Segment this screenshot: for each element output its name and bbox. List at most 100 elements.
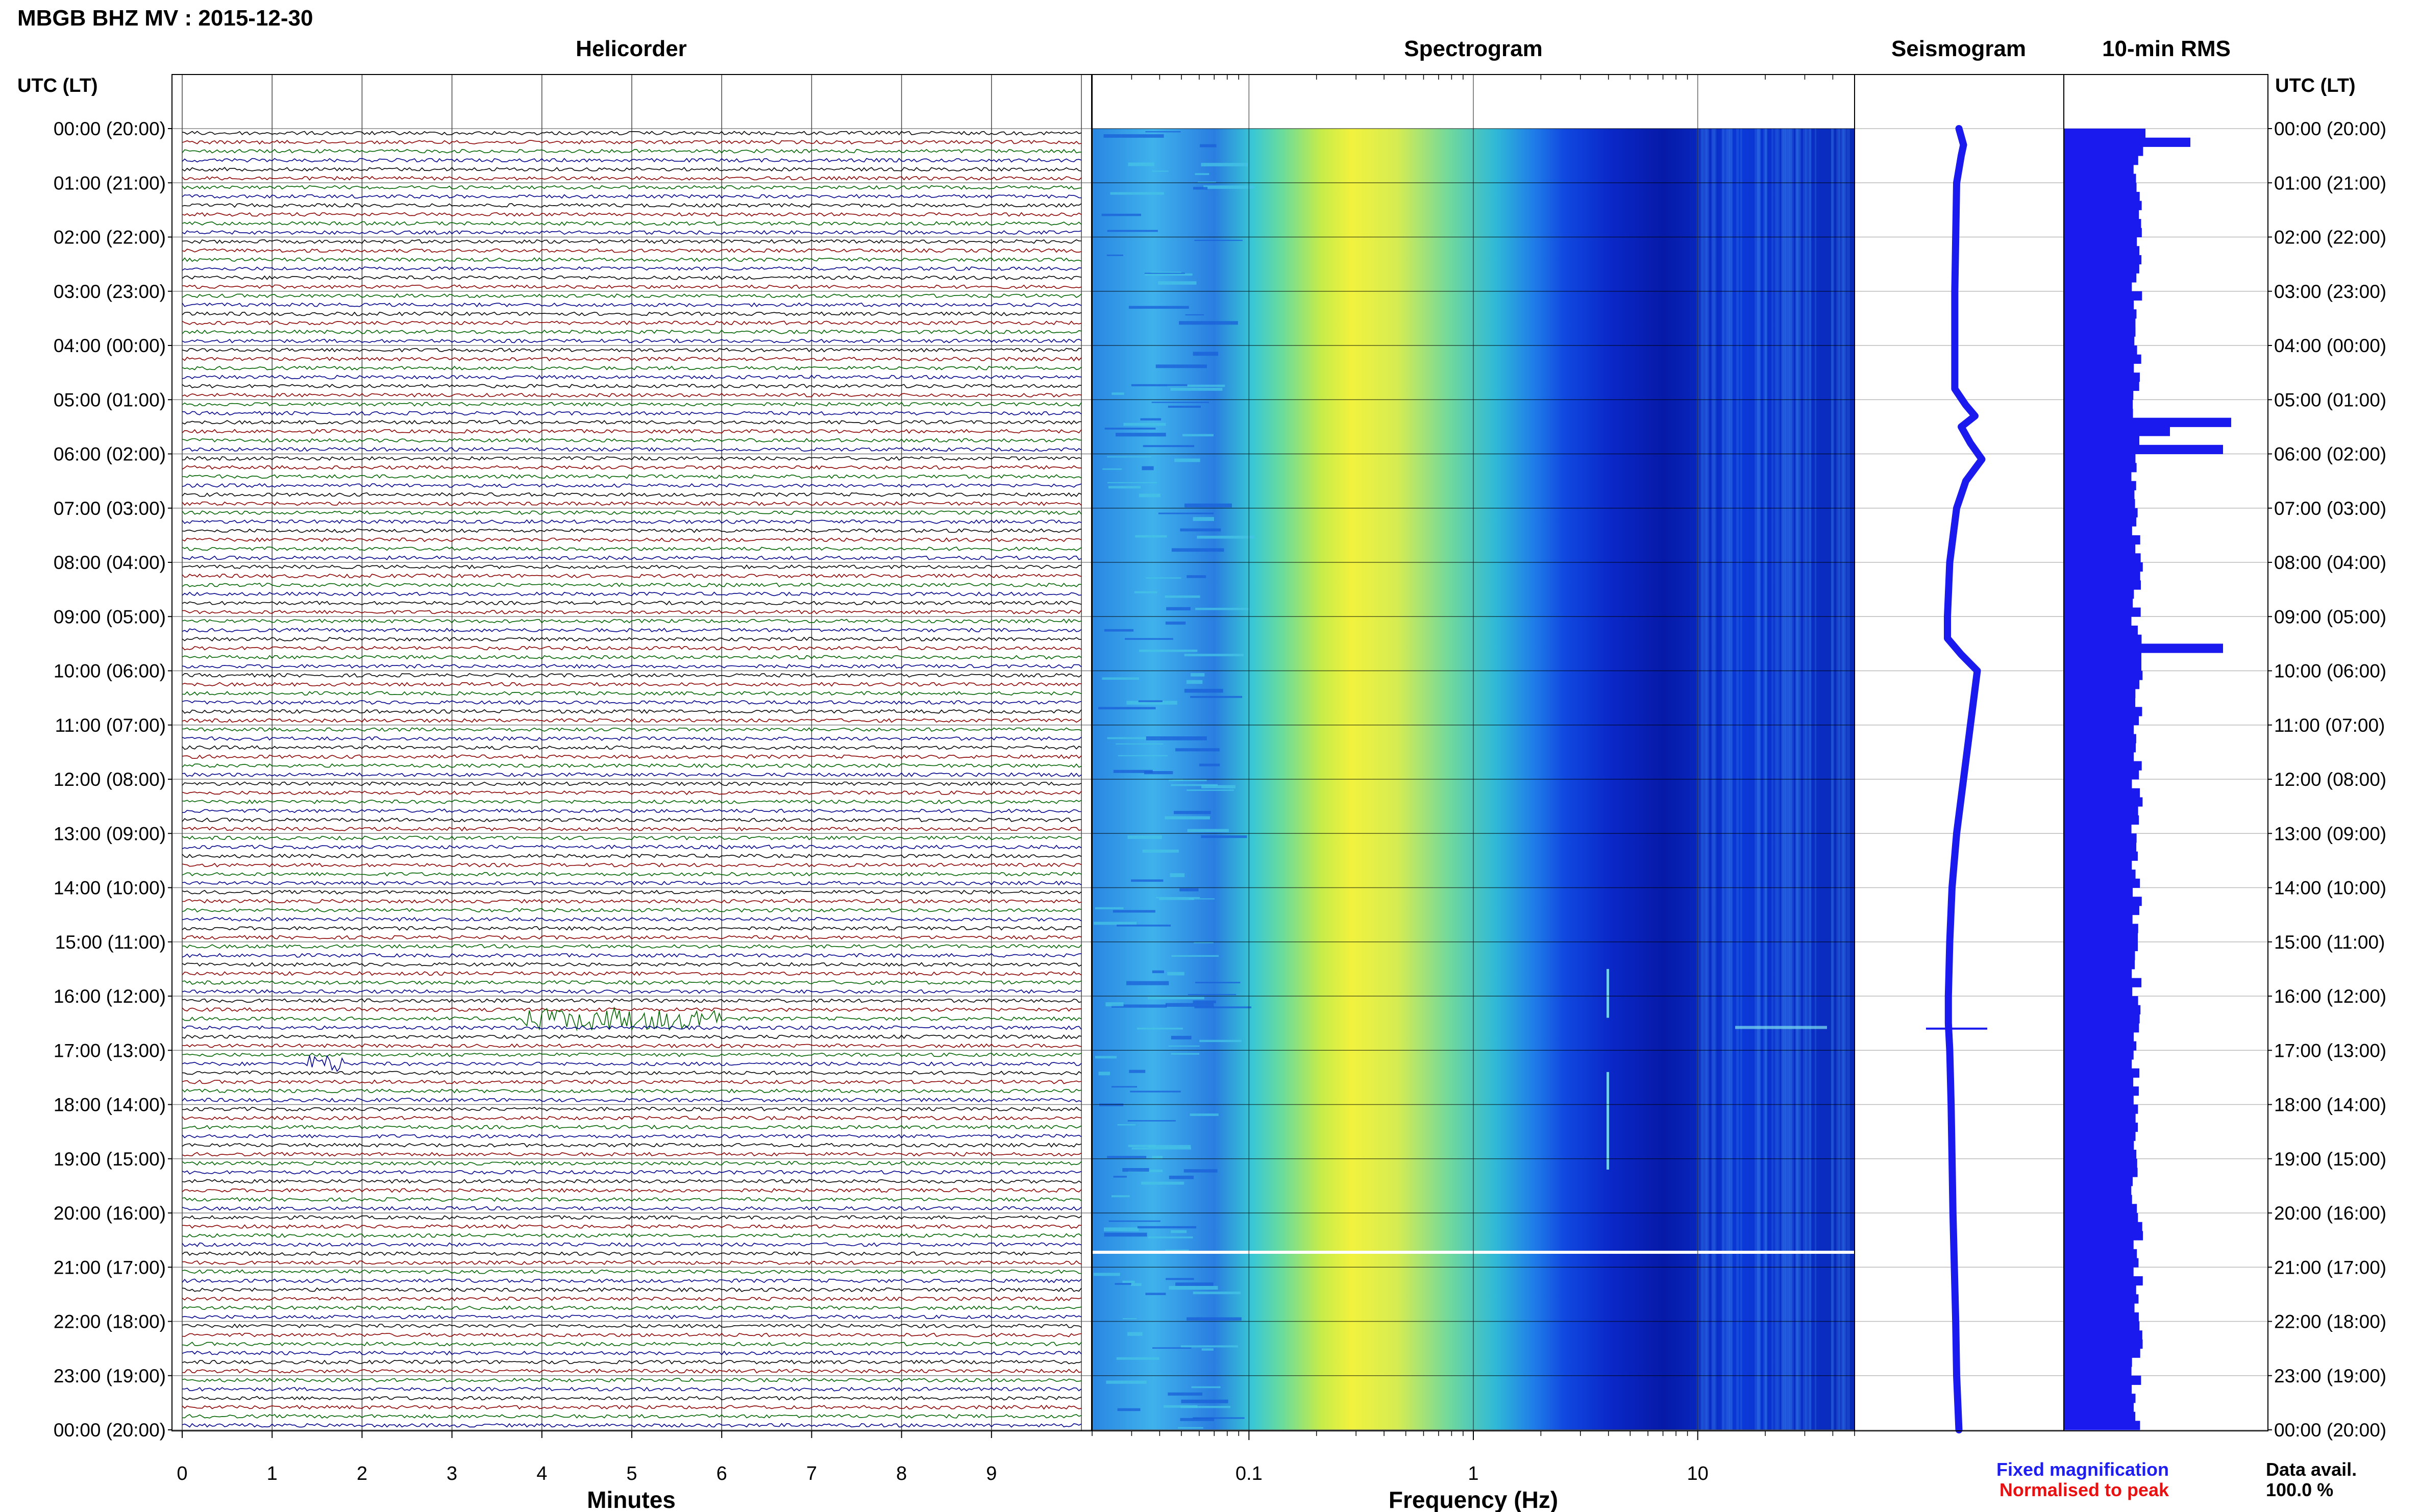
helicorder-trace-line — [182, 718, 1082, 723]
spectrogram-streak — [1122, 1168, 1149, 1172]
helicorder-trace-line — [182, 1188, 1082, 1193]
helicorder-trace-line — [182, 636, 1082, 642]
helicorder-trace-line — [182, 1305, 1082, 1310]
rms-bar — [2064, 1394, 2136, 1403]
spectrogram-streak — [1193, 517, 1214, 521]
helicorder-trace-line — [182, 1278, 1082, 1283]
helicorder-trace-line — [182, 139, 1082, 145]
spectrogram-streak — [1197, 535, 1255, 539]
helicorder-trace-line — [182, 1296, 1082, 1301]
spectrogram-streak — [1199, 763, 1220, 766]
helicorder-xtick-label: 8 — [896, 1463, 907, 1484]
time-label-right: 01:00 (21:00) — [2274, 172, 2386, 193]
helicorder-trace-line — [182, 1007, 1082, 1012]
helicorder-trace-line — [182, 1342, 1082, 1347]
figure-title: MBGB BHZ MV : 2015-12-30 — [17, 6, 313, 31]
spectrogram-streak — [1180, 1405, 1231, 1408]
rms-bar — [2064, 373, 2140, 382]
spectrogram-streak — [1123, 423, 1166, 426]
helicorder-trace-line — [182, 402, 1082, 407]
spectrogram-streak — [1195, 608, 1250, 610]
spectrogram-streak — [1165, 595, 1200, 598]
rms-bar — [2064, 1059, 2132, 1069]
rms-bar — [2064, 905, 2139, 915]
helicorder-trace-line — [182, 1359, 1082, 1365]
time-label-right: 03:00 (23:00) — [2274, 281, 2386, 302]
spectrogram-streak — [1108, 486, 1141, 489]
helicorder-trace-line — [182, 655, 1082, 660]
spectrogram-streak — [1152, 970, 1164, 974]
spectrogram-streak — [1158, 281, 1197, 285]
rms-bar — [2064, 400, 2133, 409]
time-label-left: 13:00 (09:00) — [54, 823, 166, 844]
spectrogram-streak — [1190, 673, 1205, 677]
helicorder-trace-line — [182, 618, 1082, 624]
helicorder-trace-line — [182, 1071, 1082, 1076]
helicorder-trace-line — [182, 284, 1082, 289]
helicorder-trace-line — [182, 148, 1082, 154]
rms-bar — [2064, 680, 2140, 689]
rms-bar — [2064, 228, 2142, 237]
rms-bar — [2064, 951, 2135, 960]
spectrogram-streak — [1195, 173, 1210, 175]
helicorder-trace-line — [182, 1377, 1082, 1383]
spectrogram-streak — [1152, 1347, 1192, 1349]
helicorder-trace-line — [182, 555, 1082, 560]
helicorder-trace-line — [182, 971, 1082, 976]
spectrogram-streak — [1107, 1156, 1147, 1158]
helicorder-trace-line — [182, 1124, 1082, 1130]
rms-bar — [2064, 201, 2142, 210]
helicorder-trace-line — [182, 1025, 1082, 1030]
rms-bar — [2064, 408, 2133, 418]
spectrogram-streak — [1158, 898, 1194, 900]
rms-bar — [2064, 318, 2136, 328]
spectrogram-streak — [1122, 1280, 1135, 1283]
time-label-right: 18:00 (14:00) — [2274, 1095, 2386, 1116]
time-label-right: 22:00 (18:00) — [2274, 1311, 2386, 1332]
rms-bar — [2064, 878, 2140, 888]
rms-bar — [2064, 779, 2132, 789]
helicorder-trace-line — [182, 1350, 1082, 1356]
spectrogram-streak — [1183, 1169, 1218, 1173]
spectrogram-streak — [1145, 131, 1181, 133]
helicorder-trace-line — [182, 311, 1082, 316]
helicorder-trace-line — [182, 492, 1082, 497]
spectrogram-streak — [1169, 1285, 1218, 1290]
rms-bar — [2064, 815, 2139, 825]
rms-bar — [2064, 282, 2132, 292]
spectrogram-streak — [1193, 187, 1208, 190]
rms-bar — [2064, 598, 2133, 608]
rms-bar — [2064, 1095, 2134, 1105]
helicorder-trace-line — [182, 1116, 1082, 1121]
spectrogram-streak — [1168, 1045, 1200, 1047]
spectrogram-streak — [1127, 835, 1162, 839]
helicorder-trace-line — [182, 356, 1082, 362]
rms-bar — [2064, 354, 2141, 364]
time-label-left: 05:00 (01:00) — [54, 389, 166, 410]
spectrogram-streak — [1122, 1318, 1137, 1320]
rms-bar — [2064, 1177, 2133, 1186]
spectrogram-streak — [1171, 1035, 1192, 1039]
helicorder-trace-line — [182, 628, 1082, 633]
rms-bar — [2064, 842, 2137, 852]
helicorder-trace-line — [182, 1197, 1082, 1202]
helicorder-trace-line — [182, 853, 1082, 858]
data-avail-label: Data avail. — [2266, 1459, 2357, 1480]
helicorder-trace-line — [182, 302, 1082, 308]
helicorder-trace-line — [182, 700, 1082, 705]
time-label-left: 01:00 (21:00) — [54, 172, 166, 193]
spectrogram-streak — [1137, 1226, 1197, 1229]
rms-bar — [2064, 1014, 2140, 1024]
spectrogram-streak — [1129, 1070, 1146, 1073]
rms-bar — [2064, 960, 2135, 970]
helicorder-xtick-label: 5 — [626, 1463, 637, 1484]
spectrogram-streak — [1201, 1348, 1214, 1351]
helicorder-trace-line — [182, 176, 1082, 181]
helicorder-trace-line — [182, 1106, 1082, 1111]
rms-bar — [2064, 1276, 2143, 1286]
rms-bar — [2064, 291, 2142, 301]
spectrogram-streak — [1174, 458, 1200, 462]
spectrogram-streak — [1142, 849, 1179, 853]
rms-bar — [2064, 661, 2141, 671]
helicorder-trace-line — [182, 384, 1082, 389]
